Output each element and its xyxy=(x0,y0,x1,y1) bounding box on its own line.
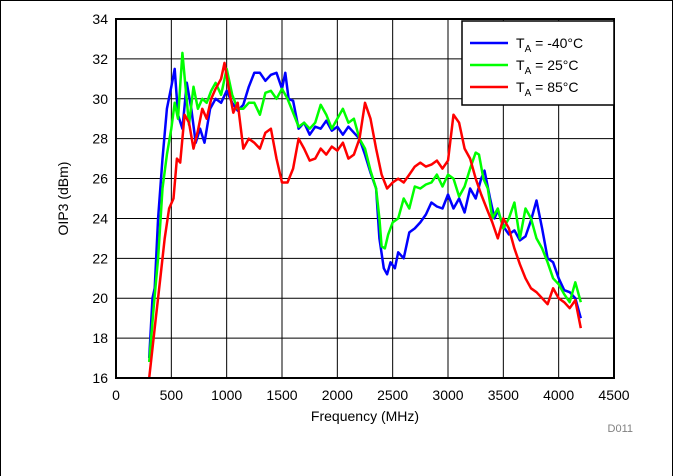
legend-label: TA = -40°C xyxy=(516,35,583,55)
y-tick-label: 22 xyxy=(92,250,108,266)
x-tick-label: 500 xyxy=(160,387,184,403)
x-tick-label: 2000 xyxy=(322,387,353,403)
x-tick-label: 4000 xyxy=(543,387,574,403)
figure-code-label: D011 xyxy=(608,423,633,435)
y-tick-label: 32 xyxy=(92,51,108,67)
y-tick-label: 16 xyxy=(92,370,108,386)
legend: TA = -40°CTA = 25°CTA = 85°C xyxy=(461,20,615,106)
y-tick-label: 24 xyxy=(92,210,108,226)
y-tick-label: 20 xyxy=(92,290,108,306)
plot-lines xyxy=(147,51,583,379)
y-tick-labels: 16 18 20 22 24 26 28 30 32 34 xyxy=(92,11,108,386)
x-axis-label: Frequency (MHz) xyxy=(311,408,419,424)
legend-label: TA = 25°C xyxy=(516,57,578,77)
x-tick-labels: 0 500 1000 1500 2000 2500 3000 3500 4000 4500 xyxy=(112,387,630,403)
legend-box xyxy=(461,20,615,106)
y-axis-label: OIP3 (dBm) xyxy=(55,162,71,236)
y-tick-label: 28 xyxy=(92,131,108,147)
y-tick-label: 30 xyxy=(92,91,108,107)
x-tick-label: 2500 xyxy=(377,387,408,403)
x-tick-label: 1500 xyxy=(266,387,297,403)
x-tick-label: 4500 xyxy=(598,387,629,403)
legend-label: TA = 85°C xyxy=(516,79,578,99)
series-line-2 xyxy=(147,61,583,379)
x-tick-label: 3500 xyxy=(488,387,519,403)
x-tick-label: 0 xyxy=(112,387,120,403)
plot-area-border xyxy=(115,18,615,379)
y-tick-label: 18 xyxy=(92,330,108,346)
y-tick-label: 26 xyxy=(92,171,108,187)
x-tick-label: 1000 xyxy=(211,387,242,403)
y-tick-label: 34 xyxy=(92,11,108,27)
x-tick-label: 3000 xyxy=(432,387,463,403)
